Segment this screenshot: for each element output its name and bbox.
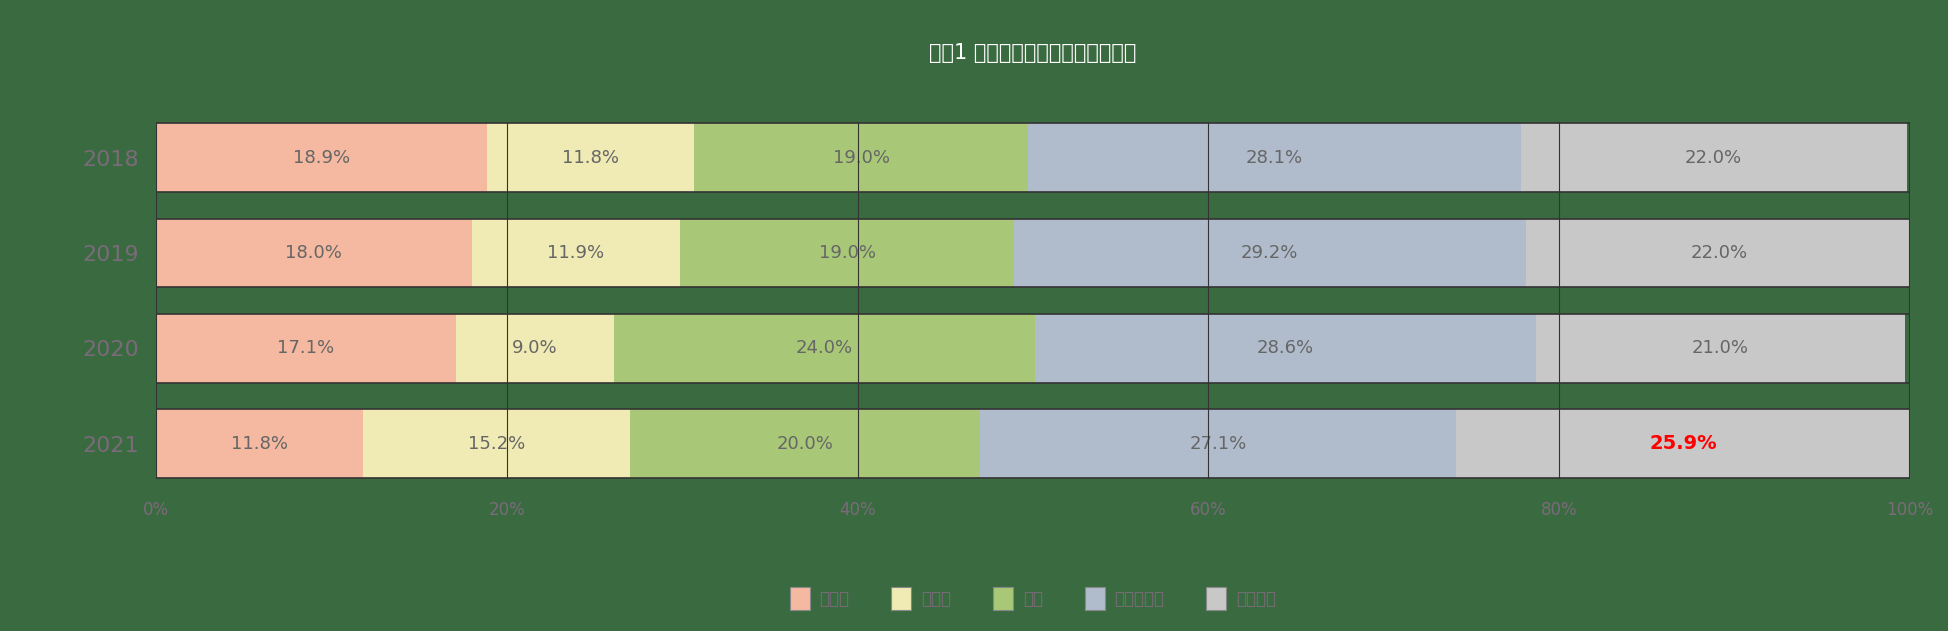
Text: 22.0%: 22.0% bbox=[1689, 244, 1747, 262]
Bar bbox=[629, 410, 980, 478]
Bar bbox=[1535, 314, 1903, 382]
Bar bbox=[362, 410, 629, 478]
Text: 22.0%: 22.0% bbox=[1685, 149, 1742, 167]
Bar bbox=[680, 219, 1013, 287]
Bar bbox=[456, 314, 614, 382]
Text: 11.9%: 11.9% bbox=[547, 244, 604, 262]
Text: 18.0%: 18.0% bbox=[284, 244, 343, 262]
Text: 21.0%: 21.0% bbox=[1691, 339, 1747, 357]
Text: 28.6%: 28.6% bbox=[1256, 339, 1313, 357]
Bar bbox=[156, 124, 487, 192]
Bar bbox=[693, 124, 1027, 192]
Bar bbox=[1034, 314, 1535, 382]
Bar bbox=[1013, 219, 1525, 287]
Text: 9.0%: 9.0% bbox=[512, 339, 557, 357]
Text: 29.2%: 29.2% bbox=[1241, 244, 1297, 262]
Text: 28.1%: 28.1% bbox=[1245, 149, 1301, 167]
Bar bbox=[614, 314, 1034, 382]
Bar bbox=[156, 410, 362, 478]
Bar bbox=[1027, 124, 1519, 192]
Legend: 衣料品, 食物販, 飲食, その他物販, サービス: 衣料品, 食物販, 飲食, その他物販, サービス bbox=[783, 580, 1282, 617]
Bar bbox=[980, 410, 1455, 478]
Bar bbox=[1519, 124, 1905, 192]
Bar bbox=[1525, 219, 1911, 287]
Text: 24.0%: 24.0% bbox=[795, 339, 853, 357]
Text: 11.8%: 11.8% bbox=[230, 435, 288, 452]
Bar bbox=[487, 124, 693, 192]
Bar bbox=[471, 219, 680, 287]
Text: 18.9%: 18.9% bbox=[292, 149, 351, 167]
Bar bbox=[156, 219, 471, 287]
Bar bbox=[156, 314, 456, 382]
Text: 25.9%: 25.9% bbox=[1648, 434, 1716, 453]
Text: 17.1%: 17.1% bbox=[277, 339, 335, 357]
Text: 11.8%: 11.8% bbox=[563, 149, 619, 167]
Bar bbox=[1455, 410, 1909, 478]
Text: 20.0%: 20.0% bbox=[775, 435, 834, 452]
Text: 15.2%: 15.2% bbox=[468, 435, 524, 452]
Text: 27.1%: 27.1% bbox=[1188, 435, 1247, 452]
Text: 19.0%: 19.0% bbox=[818, 244, 875, 262]
Title: 図表1 テナント業種別構成比の推移: 図表1 テナント業種別構成比の推移 bbox=[929, 43, 1136, 63]
Text: 19.0%: 19.0% bbox=[832, 149, 888, 167]
